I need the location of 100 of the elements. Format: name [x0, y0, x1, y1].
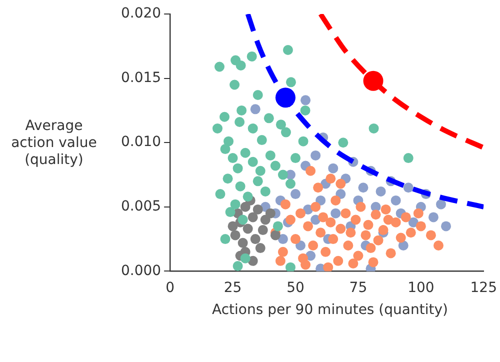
- point: [252, 90, 263, 100]
- point: [228, 221, 238, 232]
- point: [272, 221, 283, 232]
- point: [246, 51, 257, 62]
- point: [270, 160, 280, 171]
- point: [433, 240, 444, 250]
- point: [333, 256, 344, 266]
- point: [276, 120, 286, 130]
- point: [403, 153, 414, 164]
- point: [235, 181, 246, 192]
- point: [242, 192, 253, 202]
- point: [232, 261, 243, 272]
- point: [248, 212, 258, 222]
- y-tick-label: 0.020: [120, 6, 162, 22]
- point: [236, 60, 246, 70]
- point: [406, 228, 416, 238]
- point: [250, 104, 260, 114]
- point: [230, 80, 240, 90]
- point: [220, 112, 230, 122]
- point: [252, 176, 263, 186]
- point: [224, 136, 234, 146]
- point: [380, 204, 391, 214]
- y-tick-label: 0.000: [120, 262, 162, 279]
- point: [220, 144, 230, 154]
- point: [275, 256, 286, 266]
- point: [232, 163, 243, 174]
- point: [338, 138, 348, 148]
- point: [436, 199, 446, 210]
- point: [330, 208, 341, 218]
- point: [308, 240, 318, 250]
- point: [360, 230, 371, 240]
- point: [316, 228, 326, 238]
- point: [316, 195, 326, 206]
- point: [340, 208, 351, 218]
- point: [396, 232, 406, 243]
- x-tick-label: 50: [286, 280, 304, 296]
- point: [386, 248, 396, 258]
- point: [290, 189, 301, 200]
- y-tick-label: 0.015: [120, 70, 162, 86]
- point: [280, 127, 291, 138]
- point: [290, 153, 301, 164]
- point: [350, 214, 361, 225]
- x-tick-label: 25: [224, 280, 242, 296]
- point: [358, 182, 368, 193]
- point: [376, 186, 386, 196]
- point: [318, 212, 328, 222]
- point: [346, 228, 356, 238]
- x-tick-label: 100: [408, 280, 434, 296]
- point: [353, 250, 364, 261]
- point: [441, 221, 452, 232]
- point: [238, 238, 248, 248]
- point: [250, 234, 260, 244]
- point: [236, 105, 247, 116]
- point: [296, 240, 306, 250]
- y-tick-label: 0.010: [120, 134, 162, 150]
- point: [390, 195, 401, 206]
- point: [363, 70, 384, 91]
- point: [336, 178, 346, 189]
- point: [278, 246, 288, 257]
- point: [356, 202, 366, 212]
- point: [242, 224, 253, 234]
- point: [426, 230, 436, 240]
- point: [300, 260, 311, 270]
- point: [300, 95, 311, 106]
- point: [303, 221, 314, 232]
- point: [336, 224, 346, 234]
- point: [336, 189, 346, 200]
- point: [290, 234, 301, 244]
- point: [310, 202, 321, 212]
- point: [328, 163, 338, 174]
- point: [220, 234, 230, 244]
- point: [348, 258, 358, 268]
- point: [403, 182, 414, 193]
- point: [373, 235, 384, 246]
- y-axis-title: Average action value (quality): [10, 118, 98, 169]
- point: [416, 221, 426, 232]
- point: [378, 225, 388, 236]
- point: [280, 199, 290, 210]
- point: [240, 148, 250, 158]
- point: [225, 207, 236, 218]
- x-tick-label: 125: [470, 280, 498, 296]
- point: [285, 178, 296, 189]
- point: [256, 135, 267, 146]
- point: [255, 243, 266, 254]
- point: [366, 243, 376, 254]
- point: [363, 220, 374, 230]
- point: [328, 234, 338, 244]
- point: [252, 204, 263, 214]
- point: [278, 234, 288, 244]
- point: [383, 214, 394, 225]
- point: [238, 214, 248, 225]
- point: [368, 123, 379, 134]
- point: [370, 210, 381, 220]
- point: [398, 240, 408, 250]
- point: [278, 170, 288, 180]
- point: [413, 208, 424, 218]
- point: [230, 230, 240, 240]
- point: [285, 262, 296, 272]
- point: [330, 195, 341, 206]
- point: [222, 174, 233, 184]
